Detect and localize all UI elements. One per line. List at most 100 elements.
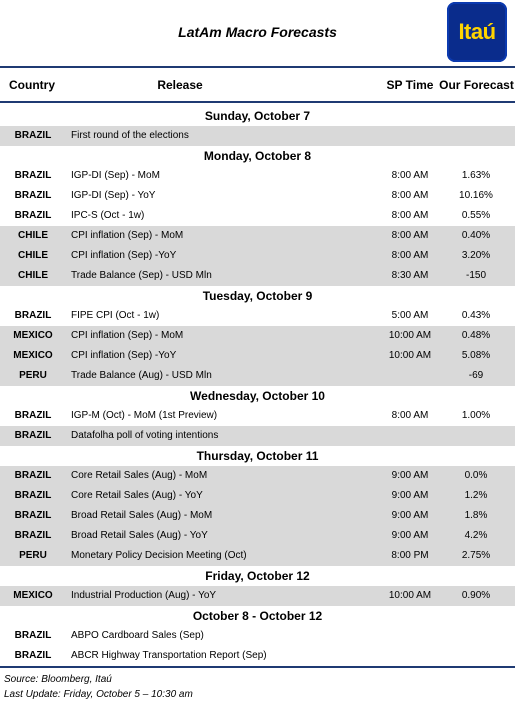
- row-forecast: 1.8%: [464, 510, 488, 521]
- row-sp-time: 10:00 AM: [388, 590, 432, 601]
- column-header-forecast: Our Forecast: [439, 78, 514, 92]
- itau-logo: Itaú: [447, 2, 507, 62]
- row-country: BRAZIL: [14, 410, 52, 421]
- row-country: MEXICO: [13, 350, 53, 361]
- row-sp-time: 9:00 AM: [391, 510, 429, 521]
- row-release: IGP-DI (Sep) - YoY: [71, 190, 156, 201]
- row-release: Core Retail Sales (Aug) - YoY: [71, 490, 203, 501]
- row-sp-time: 8:00 AM: [391, 250, 429, 261]
- row-forecast: -150: [465, 270, 486, 281]
- row-release: CPI inflation (Sep) -YoY: [71, 250, 177, 261]
- table-row: BRAZIL First round of the elections: [0, 126, 515, 146]
- row-sp-time: 10:00 AM: [388, 330, 432, 341]
- source-note: Source: Bloomberg, Itaú: [4, 674, 112, 685]
- row-forecast: 5.08%: [461, 350, 491, 361]
- row-forecast: 1.63%: [461, 170, 491, 181]
- row-release: ABPO Cardboard Sales (Sep): [71, 630, 204, 641]
- table-row: MEXICO CPI inflation (Sep) -YoY 10:00 AM 5.…: [0, 346, 515, 366]
- table-row: BRAZIL ABCR Highway Transportation Report…: [0, 646, 515, 666]
- row-release: Broad Retail Sales (Aug) - MoM: [71, 510, 213, 521]
- row-country: BRAZIL: [14, 190, 52, 201]
- row-release: IGP-DI (Sep) - MoM: [71, 170, 160, 181]
- row-country: BRAZIL: [14, 170, 52, 181]
- page-title: LatAm Macro Forecasts: [178, 24, 337, 40]
- row-release: CPI inflation (Sep) - MoM: [71, 330, 184, 341]
- table-row: CHILE CPI inflation (Sep) -YoY 8:00 AM 3.20…: [0, 246, 515, 266]
- row-sp-time: 9:00 AM: [391, 490, 429, 501]
- table-row: BRAZIL FIPE CPI (Oct - 1w) 5:00 AM 0.43%: [0, 306, 515, 326]
- row-forecast: 0.48%: [461, 330, 491, 341]
- row-release: IPC-S (Oct - 1w): [71, 210, 145, 221]
- table-row: CHILE Trade Balance (Sep) - USD Mln 8:30 A…: [0, 266, 515, 286]
- day-header: Monday, October 8: [0, 146, 515, 166]
- column-header-sp-time: SP Time: [386, 78, 434, 92]
- table-row: BRAZIL ABPO Cardboard Sales (Sep): [0, 626, 515, 646]
- table-row: BRAZIL Broad Retail Sales (Aug) - YoY 9:00…: [0, 526, 515, 546]
- row-forecast: 0.0%: [464, 470, 488, 481]
- row-country: CHILE: [18, 230, 48, 241]
- row-release: Core Retail Sales (Aug) - MoM: [71, 470, 208, 481]
- row-release: Monetary Policy Decision Meeting (Oct): [71, 550, 247, 561]
- table-row: BRAZIL IGP-DI (Sep) - MoM 8:00 AM 1.63%: [0, 166, 515, 186]
- row-release: Industrial Production (Aug) - YoY: [71, 590, 217, 601]
- row-country: BRAZIL: [14, 530, 52, 541]
- row-sp-time: 8:00 AM: [391, 410, 429, 421]
- row-forecast: 10.16%: [459, 190, 493, 201]
- row-country: CHILE: [18, 270, 48, 281]
- table-row: BRAZIL Datafolha poll of voting intention…: [0, 426, 515, 446]
- row-release: First round of the elections: [71, 130, 189, 141]
- row-release: CPI inflation (Sep) -YoY: [71, 350, 177, 361]
- row-country: BRAZIL: [14, 490, 52, 501]
- header-bottom-rule: [0, 101, 515, 103]
- row-country: PERU: [19, 370, 47, 381]
- row-sp-time: 8:00 AM: [391, 190, 429, 201]
- logo-text: Itaú: [458, 19, 496, 44]
- row-country: BRAZIL: [14, 470, 52, 481]
- row-release: FIPE CPI (Oct - 1w): [71, 310, 160, 321]
- row-sp-time: 8:00 PM: [391, 550, 429, 561]
- table-row: BRAZIL IGP-DI (Sep) - YoY 8:00 AM 10.16%: [0, 186, 515, 206]
- table-row: PERU Trade Balance (Aug) - USD Mln -69: [0, 366, 515, 386]
- row-release: ABCR Highway Transportation Report (Sep): [71, 650, 267, 661]
- row-sp-time: 8:30 AM: [391, 270, 429, 281]
- column-header-country: Country: [9, 78, 55, 92]
- day-header: Sunday, October 7: [0, 106, 515, 126]
- row-country: BRAZIL: [14, 130, 52, 141]
- last-update-note: Last Update: Friday, October 5 – 10:30 a…: [4, 689, 193, 700]
- row-sp-time: 5:00 AM: [391, 310, 429, 321]
- row-forecast: 2.75%: [461, 550, 491, 561]
- row-country: BRAZIL: [14, 650, 52, 661]
- row-release: CPI inflation (Sep) - MoM: [71, 230, 184, 241]
- table-row: PERU Monetary Policy Decision Meeting (Oc…: [0, 546, 515, 566]
- section-rule: [0, 666, 515, 668]
- day-header: Tuesday, October 9: [0, 286, 515, 306]
- row-sp-time: 8:00 AM: [391, 230, 429, 241]
- row-forecast: -69: [468, 370, 484, 381]
- table-row: BRAZIL IGP-M (Oct) - MoM (1st Preview) 8:0…: [0, 406, 515, 426]
- row-forecast: 1.00%: [461, 410, 491, 421]
- row-forecast: 3.20%: [461, 250, 491, 261]
- table-row: MEXICO Industrial Production (Aug) - YoY 1…: [0, 586, 515, 606]
- day-header: October 8 - October 12: [0, 606, 515, 626]
- table-row: CHILE CPI inflation (Sep) - MoM 8:00 AM 0.4…: [0, 226, 515, 246]
- row-forecast: 0.90%: [461, 590, 491, 601]
- row-release: Trade Balance (Aug) - USD Mln: [71, 370, 212, 381]
- table-row: BRAZIL Core Retail Sales (Aug) - MoM 9:00 …: [0, 466, 515, 486]
- header-top-rule: [0, 66, 515, 68]
- row-country: BRAZIL: [14, 210, 52, 221]
- row-country: MEXICO: [13, 590, 53, 601]
- row-country: BRAZIL: [14, 510, 52, 521]
- day-header: Friday, October 12: [0, 566, 515, 586]
- row-forecast: 4.2%: [464, 530, 488, 541]
- row-country: PERU: [19, 550, 47, 561]
- row-forecast: 0.55%: [461, 210, 491, 221]
- day-header: Wednesday, October 10: [0, 386, 515, 406]
- table-row: BRAZIL Broad Retail Sales (Aug) - MoM 9:00…: [0, 506, 515, 526]
- row-sp-time: 9:00 AM: [391, 470, 429, 481]
- row-forecast: 1.2%: [464, 490, 488, 501]
- row-country: BRAZIL: [14, 310, 52, 321]
- day-header: Thursday, October 11: [0, 446, 515, 466]
- row-forecast: 0.40%: [461, 230, 491, 241]
- table-row: BRAZIL IPC-S (Oct - 1w) 8:00 AM 0.55%: [0, 206, 515, 226]
